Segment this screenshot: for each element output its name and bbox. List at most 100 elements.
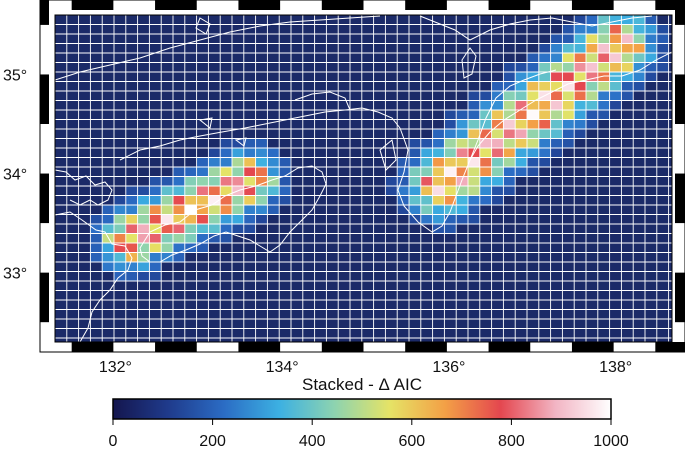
heatmap-cell xyxy=(243,138,256,148)
heatmap-cell xyxy=(586,43,598,53)
heatmap-cell xyxy=(645,62,657,72)
heatmap-cell xyxy=(208,148,221,158)
heatmap-cell xyxy=(173,214,185,224)
heatmap-cell xyxy=(574,34,586,44)
heatmap-cell xyxy=(114,205,126,215)
heatmap-cell xyxy=(515,157,527,167)
heatmap-cell xyxy=(468,176,480,186)
heatmap-cell xyxy=(503,138,516,148)
heatmap-cell xyxy=(161,224,173,234)
heatmap-cell xyxy=(184,205,197,215)
heatmap-cell xyxy=(196,195,209,205)
heatmap-cell xyxy=(90,224,103,234)
heatmap-cell xyxy=(137,233,150,243)
heatmap-cell xyxy=(574,100,586,110)
heatmap-cell xyxy=(125,224,138,234)
heatmap-cell xyxy=(444,205,457,215)
heatmap-cell xyxy=(220,233,232,243)
heatmap-cell xyxy=(456,176,468,186)
heatmap-cell xyxy=(468,186,480,196)
heatmap-cell xyxy=(479,100,492,110)
heatmap-cell xyxy=(208,167,221,177)
heatmap-cell xyxy=(196,243,209,253)
heatmap-cell xyxy=(527,157,539,167)
heatmap-cell xyxy=(90,214,103,224)
heatmap-cell xyxy=(420,138,433,148)
heatmap-cell xyxy=(645,72,657,82)
heatmap-cell xyxy=(102,224,114,234)
heatmap-cell xyxy=(173,205,185,215)
heatmap-cell xyxy=(432,157,445,167)
heatmap-cell xyxy=(137,243,150,253)
heatmap-cell xyxy=(220,205,232,215)
heatmap-cell xyxy=(468,119,480,129)
heatmap-cell xyxy=(243,195,256,205)
heatmap-cell xyxy=(444,110,457,120)
heatmap-cell xyxy=(479,176,492,186)
heatmap-cell xyxy=(444,224,457,234)
heatmap-cell xyxy=(515,72,527,82)
heatmap-cell xyxy=(503,148,516,158)
heatmap-cell xyxy=(114,195,126,205)
heatmap-cell xyxy=(550,129,563,139)
heatmap-cell xyxy=(527,119,539,129)
heatmap-cell xyxy=(196,157,209,167)
heatmap-cell xyxy=(173,176,185,186)
frame-segment xyxy=(488,342,531,352)
heatmap-cell xyxy=(125,233,138,243)
heatmap-cell xyxy=(232,138,244,148)
heatmap-cell xyxy=(538,72,551,82)
heatmap-cell xyxy=(538,129,551,139)
heatmap-cell xyxy=(609,15,622,25)
heatmap-cell xyxy=(432,195,445,205)
grid-lines xyxy=(55,15,672,342)
heatmap-cell xyxy=(456,167,468,177)
heatmap-cell xyxy=(597,100,610,110)
heatmap-cell xyxy=(255,176,268,186)
heatmap-cell xyxy=(586,110,598,120)
heatmap-cell xyxy=(279,157,291,167)
heatmap-cell xyxy=(184,167,197,177)
heatmap-cell xyxy=(220,157,232,167)
y-tick-label: 34° xyxy=(3,167,27,184)
frame-segment xyxy=(40,0,49,25)
heatmap-cell xyxy=(279,167,291,177)
coastline-inland-sea xyxy=(294,91,351,111)
heatmap-cell xyxy=(491,176,504,186)
heatmap-cell xyxy=(255,138,268,148)
heatmap-cell xyxy=(125,214,138,224)
heatmap-cell xyxy=(161,195,173,205)
heatmap-cell xyxy=(173,167,185,177)
heatmap-cell xyxy=(527,129,539,139)
heatmap-cell xyxy=(114,214,126,224)
heatmap-cell xyxy=(456,110,468,120)
heatmap-cell xyxy=(468,167,480,177)
heatmap-cell xyxy=(609,72,622,82)
coastline-north-honshu xyxy=(419,15,653,41)
heatmap-cell xyxy=(385,186,398,196)
heatmap-cell xyxy=(645,15,657,25)
heatmap-cell xyxy=(515,167,527,177)
heatmap-cell xyxy=(656,62,669,72)
heatmap-cell xyxy=(432,148,445,158)
heatmap-cell xyxy=(114,233,126,243)
heatmap-cell xyxy=(149,214,162,224)
heatmap-cell xyxy=(586,81,598,91)
heatmap-cell xyxy=(409,157,421,167)
heatmap-cell xyxy=(633,43,645,53)
heatmap-cell xyxy=(503,91,516,101)
heatmap-cell xyxy=(267,157,280,167)
heatmap-cell xyxy=(527,81,539,91)
heatmap-cell xyxy=(149,186,162,196)
heatmap-cell xyxy=(397,157,409,167)
heatmap-cell xyxy=(196,186,209,196)
frame-segment xyxy=(405,342,447,352)
heatmap-cell xyxy=(491,138,504,148)
heatmap-cell xyxy=(538,110,551,120)
heatmap-cell xyxy=(444,214,457,224)
heatmap-cell xyxy=(432,186,445,196)
heatmap-cell xyxy=(586,100,598,110)
heatmap-cell xyxy=(468,214,480,224)
heatmap-cell xyxy=(161,205,173,215)
heatmap-cell xyxy=(220,138,232,148)
